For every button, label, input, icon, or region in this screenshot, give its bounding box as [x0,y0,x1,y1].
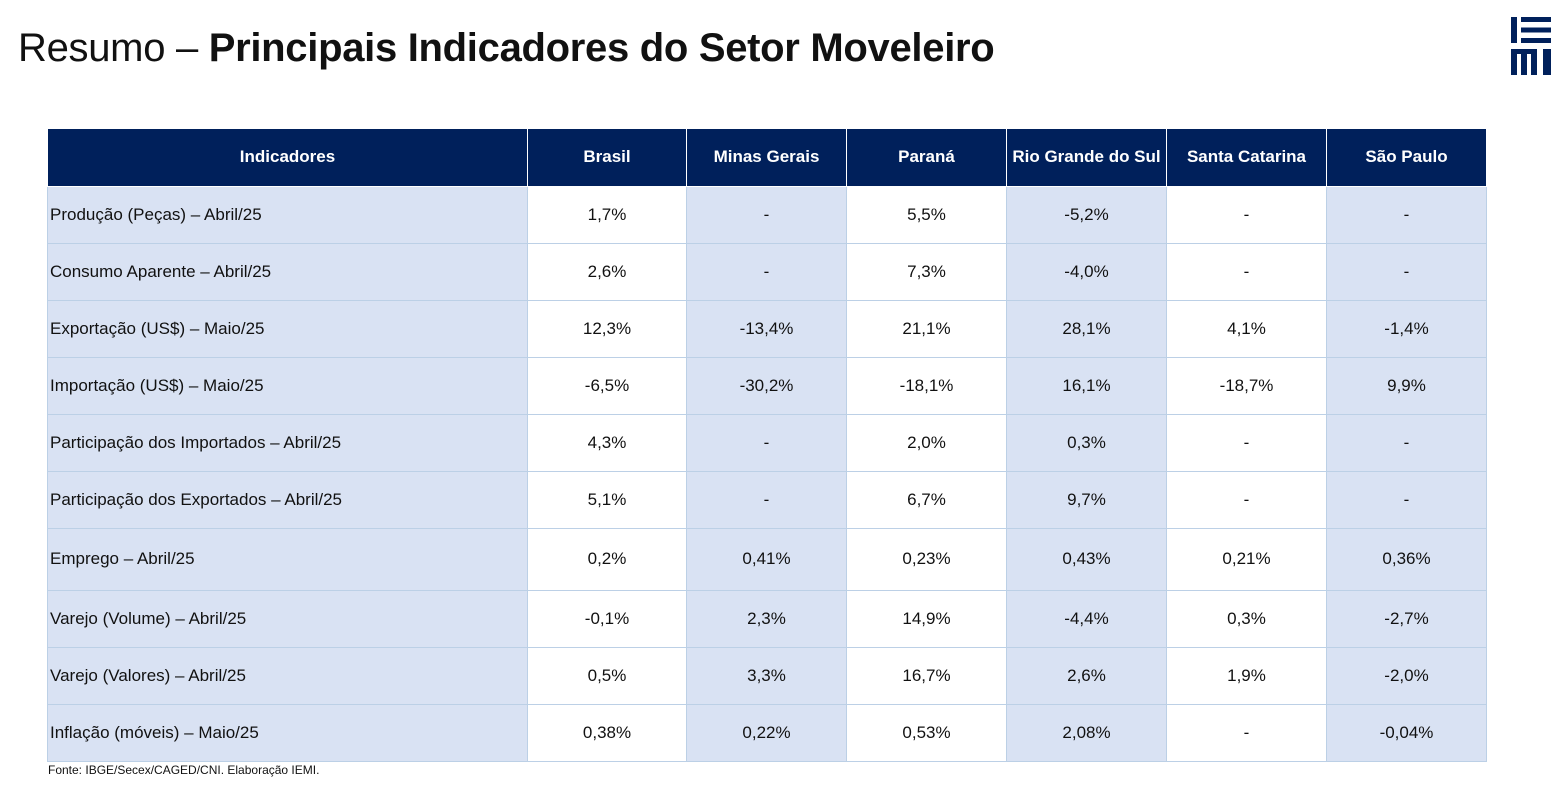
table-cell: 0,3% [1166,589,1327,648]
indicator-label: Participação dos Exportados – Abril/25 [47,470,528,529]
table-row: Varejo (Volume) – Abril/25 -0,1% 2,3% 14,9%… [47,589,1487,648]
indicator-label: Varejo (Valores) – Abril/25 [47,646,528,705]
column-header-indicadores: Indicadores [47,129,528,187]
table-row: Inflação (móveis) – Maio/25 0,38% 0,22% 0,5… [47,703,1487,762]
table-cell: 4,1% [1166,299,1327,358]
table-cell: 3,3% [686,646,847,705]
indicator-label: Exportação (US$) – Maio/25 [47,299,528,358]
table-cell: -13,4% [686,299,847,358]
table-cell: -1,4% [1326,299,1487,358]
table-cell: 0,53% [846,703,1007,762]
indicator-label: Inflação (móveis) – Maio/25 [47,703,528,762]
column-header: Minas Gerais [686,129,847,187]
table-cell: - [686,185,847,244]
table-cell: - [1326,242,1487,301]
table-cell: 0,22% [686,703,847,762]
indicator-label: Emprego – Abril/25 [47,527,528,591]
table-cell: -5,2% [1006,185,1167,244]
table-cell: 2,08% [1006,703,1167,762]
table-cell: 0,43% [1006,527,1167,591]
table-cell: 0,41% [686,527,847,591]
table-cell: 16,7% [846,646,1007,705]
table-cell: 0,36% [1326,527,1487,591]
table-cell: -2,7% [1326,589,1487,648]
table-cell: 9,7% [1006,470,1167,529]
indicator-label: Consumo Aparente – Abril/25 [47,242,528,301]
table-cell: 9,9% [1326,356,1487,415]
table-cell: -4,4% [1006,589,1167,648]
table-cell: 7,3% [846,242,1007,301]
title-main: Principais Indicadores do Setor Moveleir… [208,26,995,70]
table-cell: 16,1% [1006,356,1167,415]
table-cell: 28,1% [1006,299,1167,358]
table-cell: - [1326,470,1487,529]
table-cell: -6,5% [527,356,687,415]
table-row: Participação dos Exportados – Abril/25 5,… [47,470,1487,529]
column-header: Paraná [846,129,1007,187]
title-prefix: Resumo – [18,26,209,70]
table-cell: 5,1% [527,470,687,529]
table-cell: -30,2% [686,356,847,415]
table-cell: - [1326,413,1487,472]
table-cell: 1,9% [1166,646,1327,705]
indicator-label: Participação dos Importados – Abril/25 [47,413,528,472]
table-cell: - [686,413,847,472]
table-row: Exportação (US$) – Maio/25 12,3% -13,4% 21,… [47,299,1487,358]
indicator-label: Importação (US$) – Maio/25 [47,356,528,415]
table-cell: - [1166,242,1327,301]
table-cell: 5,5% [846,185,1007,244]
table-cell: -4,0% [1006,242,1167,301]
table-row: Importação (US$) – Maio/25 -6,5% -30,2% -18… [47,356,1487,415]
table-cell: -2,0% [1326,646,1487,705]
table-cell: 0,3% [1006,413,1167,472]
source-note: Fonte: IBGE/Secex/CAGED/CNI. Elaboração … [48,763,320,777]
iemi-logo-icon [1511,17,1551,75]
table-cell: 0,5% [527,646,687,705]
table-cell: -18,1% [846,356,1007,415]
indicator-label: Varejo (Volume) – Abril/25 [47,589,528,648]
table-cell: - [1166,413,1327,472]
table-cell: 2,6% [1006,646,1167,705]
indicators-table: Indicadores Brasil Minas Gerais Paraná Rio G… [47,129,1487,762]
table-cell: - [1166,185,1327,244]
table-cell: -18,7% [1166,356,1327,415]
indicator-label: Produção (Peças) – Abril/25 [47,185,528,244]
table-row: Varejo (Valores) – Abril/25 0,5% 3,3% 16,7%… [47,646,1487,705]
table-cell: 0,2% [527,527,687,591]
table-cell: - [686,470,847,529]
table-cell: 0,21% [1166,527,1327,591]
table-cell: 14,9% [846,589,1007,648]
table-cell: 21,1% [846,299,1007,358]
table-cell: - [686,242,847,301]
page-title: Resumo – Principais Indicadores do Setor… [18,24,995,72]
table-cell: 6,7% [846,470,1007,529]
table-row: Consumo Aparente – Abril/25 2,6% -7,3% -4,0… [47,242,1487,301]
table-row: Participação dos Importados – Abril/25 4,… [47,413,1487,472]
column-header: Santa Catarina [1166,129,1327,187]
table-cell: 2,6% [527,242,687,301]
table-cell: - [1166,703,1327,762]
table-cell: 0,23% [846,527,1007,591]
table-cell: 2,3% [686,589,847,648]
column-header: Brasil [527,129,687,187]
table-cell: 2,0% [846,413,1007,472]
table-cell: 12,3% [527,299,687,358]
table-cell: -0,04% [1326,703,1487,762]
column-header: São Paulo [1326,129,1487,187]
table-cell: 4,3% [527,413,687,472]
table-cell: - [1166,470,1327,529]
table-cell: -0,1% [527,589,687,648]
table-row: Emprego – Abril/25 0,2% 0,41% 0,23% 0,43% 0,2… [47,527,1487,591]
table-header-row: Indicadores Brasil Minas Gerais Paraná Rio G… [47,129,1487,187]
table-row: Produção (Peças) – Abril/25 1,7% -5,5% -5,2… [47,185,1487,244]
table-cell: 0,38% [527,703,687,762]
table-cell: - [1326,185,1487,244]
table-cell: 1,7% [527,185,687,244]
column-header: Rio Grande do Sul [1006,129,1167,187]
